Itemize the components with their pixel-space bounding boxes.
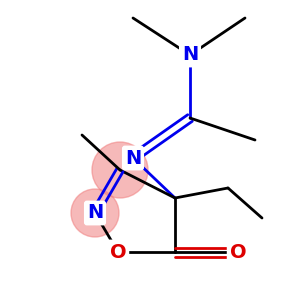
Circle shape [92, 142, 148, 198]
Text: O: O [110, 242, 126, 262]
Circle shape [71, 189, 119, 237]
Text: N: N [182, 46, 198, 64]
Text: N: N [125, 148, 141, 167]
Text: N: N [87, 203, 103, 223]
Text: O: O [230, 242, 246, 262]
